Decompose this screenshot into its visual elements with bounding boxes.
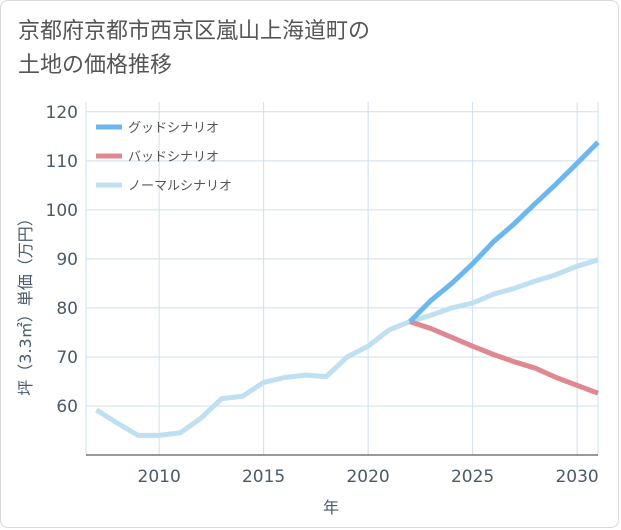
y-tick-label: 70: [56, 348, 78, 368]
y-axis-label: 坪（3.3㎡）単価（万円）: [16, 210, 35, 395]
y-tick-label: 90: [56, 250, 78, 270]
y-tick-label: 60: [56, 397, 78, 417]
x-tick-label: 2030: [555, 467, 598, 487]
series-line-2: [95, 257, 599, 438]
x-tick-labels: 2010 2015 2020 2025 2030: [138, 467, 599, 487]
series-line-1: [409, 319, 599, 396]
legend-label: グッドシナリオ: [128, 121, 219, 136]
grid-lines: [86, 102, 598, 455]
series-lines: [95, 140, 600, 438]
chart-title-line-2: 土地の価格推移: [18, 53, 173, 78]
chart-title-line-1: 京都府京都市西京区嵐山上海道町の: [18, 19, 371, 44]
axes: [85, 102, 599, 456]
x-tick-label: 2020: [346, 467, 389, 487]
y-tick-label: 110: [46, 152, 78, 172]
y-tick-labels: 60 70 80 90 100 110 120: [46, 103, 78, 417]
x-tick-label: 2010: [138, 467, 181, 487]
x-tick-label: 2015: [242, 467, 285, 487]
x-axis-label: 年: [323, 498, 339, 517]
chart-title: 京都府京都市西京区嵐山上海道町の 土地の価格推移: [18, 15, 538, 83]
y-tick-label: 80: [56, 299, 78, 319]
x-tick-label: 2025: [451, 467, 494, 487]
legend-label: ノーマルシナリオ: [128, 179, 232, 194]
series-line-0: [408, 140, 600, 324]
y-tick-label: 100: [46, 201, 78, 221]
legend-label: バッドシナリオ: [128, 150, 219, 165]
y-tick-label: 120: [46, 103, 78, 123]
